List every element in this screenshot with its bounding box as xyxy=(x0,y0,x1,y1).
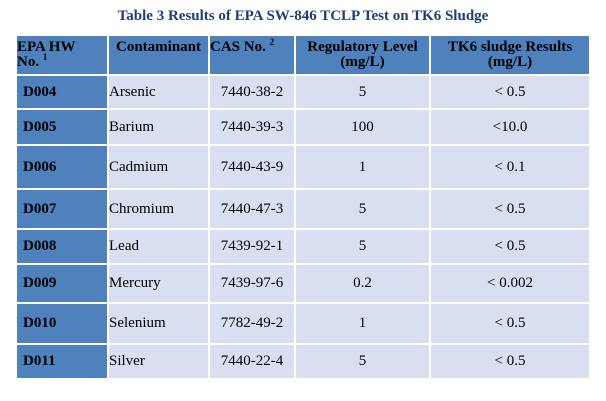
table-row: D005 Barium 7440-39-3 100 <10.0 xyxy=(17,109,591,146)
cell-contaminant: Silver xyxy=(108,344,210,380)
cell-result: < 0.5 xyxy=(430,75,591,110)
cell-regulatory-level: 5 xyxy=(295,229,431,265)
header-result-line2: (mg/L) xyxy=(487,54,533,70)
header-tk6-results: TK6 sludge Results (mg/L) xyxy=(430,36,591,76)
cell-regulatory-level: 1 xyxy=(295,303,431,345)
cell-regulatory-level: 1 xyxy=(295,145,431,190)
table-title: Table 3 Results of EPA SW-846 TCLP Test … xyxy=(117,8,489,24)
cell-cas-no: 7440-38-2 xyxy=(209,75,296,110)
header-epa-hw-line2: No. xyxy=(17,54,40,70)
cell-epa-code: D008 xyxy=(17,229,109,265)
cell-regulatory-level: 100 xyxy=(295,109,431,146)
cell-epa-code: D011 xyxy=(17,344,109,380)
footnote-1-marker: 1 xyxy=(42,52,48,62)
header-contaminant: Contaminant xyxy=(108,36,210,76)
cell-contaminant: Lead xyxy=(108,229,210,265)
cell-result: <10.0 xyxy=(430,109,591,146)
cell-epa-code: D009 xyxy=(17,264,109,304)
cell-cas-no: 7439-92-1 xyxy=(209,229,296,265)
cell-contaminant: Barium xyxy=(108,109,210,146)
header-epa-hw-no: EPA HW No. 1 xyxy=(17,36,109,76)
header-result-line1: TK6 sludge Results xyxy=(447,39,573,55)
cell-result: < 0.002 xyxy=(430,264,591,304)
cell-cas-no: 7440-47-3 xyxy=(209,189,296,230)
table-row: D008 Lead 7439-92-1 5 < 0.5 xyxy=(17,229,591,265)
cell-regulatory-level: 5 xyxy=(295,189,431,230)
table-row: D006 Cadmium 7440-43-9 1 < 0.1 xyxy=(17,145,591,190)
cell-epa-code: D004 xyxy=(17,75,109,110)
header-cas-no: CAS No. 2 xyxy=(209,36,296,76)
cell-cas-no: 7440-22-4 xyxy=(209,344,296,380)
cell-contaminant: Selenium xyxy=(108,303,210,345)
cell-cas-no: 7782-49-2 xyxy=(209,303,296,345)
table-row: D009 Mercury 7439-97-6 0.2 < 0.002 xyxy=(17,264,591,304)
table-row: D004 Arsenic 7440-38-2 5 < 0.5 xyxy=(17,75,591,110)
cell-epa-code: D006 xyxy=(17,145,109,190)
header-level-line2: (mg/L) xyxy=(340,54,385,70)
header-cas-text: CAS No. xyxy=(210,39,266,55)
header-epa-hw-line1: EPA HW xyxy=(17,39,76,55)
cell-result: < 0.5 xyxy=(430,189,591,230)
cell-epa-code: D007 xyxy=(17,189,109,230)
cell-epa-code: D005 xyxy=(17,109,109,146)
cell-contaminant: Arsenic xyxy=(108,75,210,110)
header-row: EPA HW No. 1 Contaminant CAS No. 2 Regul… xyxy=(17,36,591,76)
footnote-2-marker: 2 xyxy=(269,37,275,47)
cell-regulatory-level: 5 xyxy=(295,344,431,380)
cell-result: < 0.5 xyxy=(430,229,591,265)
cell-result: < 0.5 xyxy=(430,344,591,380)
cell-contaminant: Cadmium xyxy=(108,145,210,190)
header-regulatory-level: Regulatory Level (mg/L) xyxy=(295,36,431,76)
table-row: D010 Selenium 7782-49-2 1 < 0.5 xyxy=(17,303,591,345)
cell-regulatory-level: 0.2 xyxy=(295,264,431,304)
cell-contaminant: Mercury xyxy=(108,264,210,304)
cell-cas-no: 7440-39-3 xyxy=(209,109,296,146)
table-row: D011 Silver 7440-22-4 5 < 0.5 xyxy=(17,344,591,380)
cell-regulatory-level: 5 xyxy=(295,75,431,110)
header-level-line1: Regulatory Level xyxy=(307,39,418,55)
tclp-results-table: EPA HW No. 1 Contaminant CAS No. 2 Regul… xyxy=(17,36,591,380)
cell-cas-no: 7439-97-6 xyxy=(209,264,296,304)
cell-result: < 0.5 xyxy=(430,303,591,345)
table-row: D007 Chromium 7440-47-3 5 < 0.5 xyxy=(17,189,591,230)
cell-epa-code: D010 xyxy=(17,303,109,345)
cell-cas-no: 7440-43-9 xyxy=(209,145,296,190)
cell-contaminant: Chromium xyxy=(108,189,210,230)
cell-result: < 0.1 xyxy=(430,145,591,190)
